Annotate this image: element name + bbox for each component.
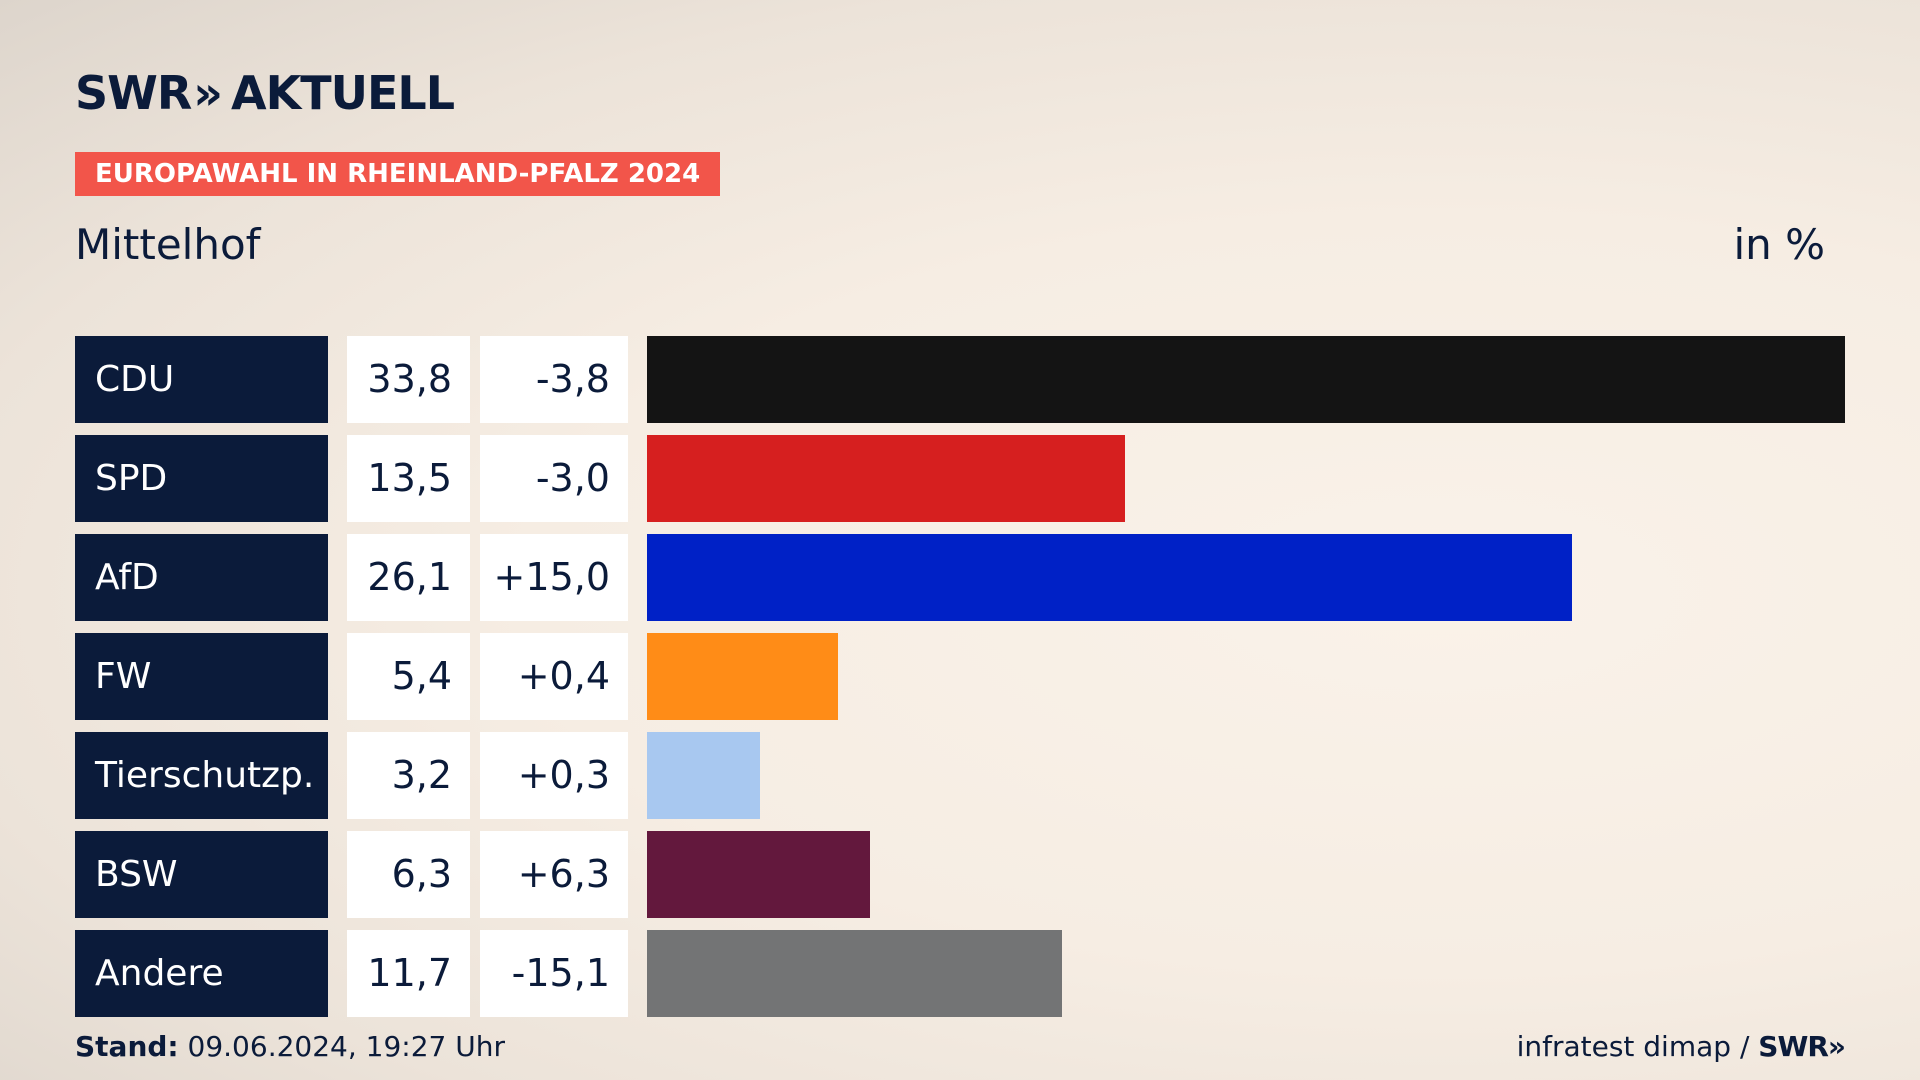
vote-change-value: -3,8 — [480, 336, 628, 423]
unit-label: in % — [1733, 220, 1825, 269]
vote-change-value: +6,3 — [480, 831, 628, 918]
vote-share-value: 3,2 — [347, 732, 470, 819]
vote-share-bar — [647, 930, 1062, 1017]
party-row-fw: FW 5,4 +0,4 — [75, 633, 1845, 720]
timestamp: Stand: 09.06.2024, 19:27 Uhr — [75, 1030, 505, 1063]
party-label: SPD — [75, 435, 328, 522]
logo-aktuell-text: AKTUELL — [231, 66, 455, 120]
party-label: BSW — [75, 831, 328, 918]
vote-share-value: 11,7 — [347, 930, 470, 1017]
swr-footer-logo: SWR» — [1758, 1030, 1846, 1063]
vote-change-value: +15,0 — [480, 534, 628, 621]
stand-value: 09.06.2024, 19:27 Uhr — [187, 1030, 505, 1063]
party-row-afd: AfD 26,1 +15,0 — [75, 534, 1845, 621]
party-label: Tierschutzp. — [75, 732, 328, 819]
vote-change-value: +0,4 — [480, 633, 628, 720]
party-row-spd: SPD 13,5 -3,0 — [75, 435, 1845, 522]
party-row-andere: Andere 11,7 -15,1 — [75, 930, 1845, 1017]
source-text: infratest dimap / — [1516, 1030, 1750, 1063]
vote-share-bar — [647, 336, 1845, 423]
vote-share-value: 26,1 — [347, 534, 470, 621]
party-label: FW — [75, 633, 328, 720]
vote-change-value: -15,1 — [480, 930, 628, 1017]
party-row-cdu: CDU 33,8 -3,8 — [75, 336, 1845, 423]
party-label: CDU — [75, 336, 328, 423]
chart-subtitle: Mittelhof — [75, 220, 261, 269]
vote-share-bar — [647, 435, 1125, 522]
party-row-tierschutzp: Tierschutzp. 3,2 +0,3 — [75, 732, 1845, 819]
logo-chevrons: » — [193, 66, 223, 120]
party-label: AfD — [75, 534, 328, 621]
vote-share-bar — [647, 732, 760, 819]
logo-swr-text: SWR — [75, 66, 192, 120]
vote-share-value: 5,4 — [347, 633, 470, 720]
source-credit: infratest dimap / SWR» — [1516, 1030, 1846, 1063]
party-label: Andere — [75, 930, 328, 1017]
vote-share-bar — [647, 831, 870, 918]
election-tag: EUROPAWAHL IN RHEINLAND-PFALZ 2024 — [75, 152, 721, 196]
stand-label: Stand: — [75, 1030, 179, 1063]
party-row-bsw: BSW 6,3 +6,3 — [75, 831, 1845, 918]
vote-share-bar — [647, 534, 1572, 621]
vote-change-value: +0,3 — [480, 732, 628, 819]
vote-share-value: 6,3 — [347, 831, 470, 918]
vote-share-bar — [647, 633, 838, 720]
vote-share-value: 13,5 — [347, 435, 470, 522]
vote-share-value: 33,8 — [347, 336, 470, 423]
swr-aktuell-logo: SWR» AKTUELL — [75, 66, 455, 120]
vote-change-value: -3,0 — [480, 435, 628, 522]
